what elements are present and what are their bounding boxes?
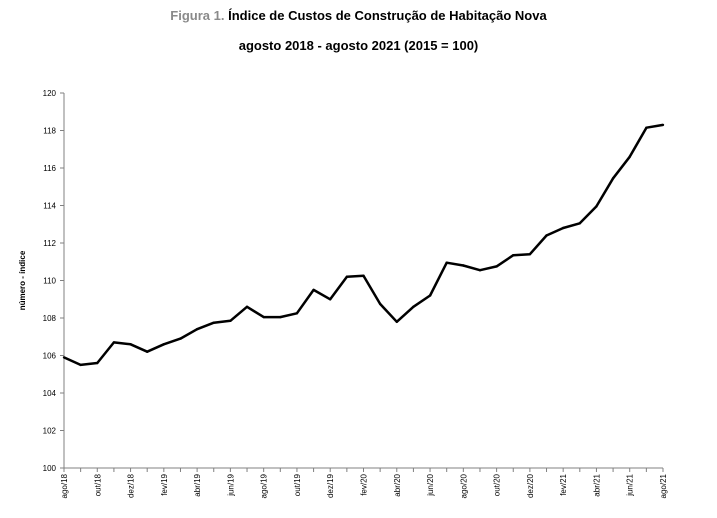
data-point — [162, 343, 165, 346]
x-tick-label: dez/19 — [326, 473, 335, 498]
x-tick-label: jun/21 — [626, 473, 635, 496]
data-point — [645, 126, 648, 129]
y-tick-label: 118 — [43, 127, 56, 136]
data-point — [445, 261, 448, 264]
data-point — [512, 254, 515, 257]
figure-label: Figura 1. — [170, 8, 225, 23]
y-tick-label: 108 — [43, 314, 57, 323]
y-tick-label: 120 — [43, 89, 57, 98]
data-point — [562, 226, 565, 230]
data-point — [362, 274, 365, 277]
data-point — [628, 155, 631, 158]
data-point — [395, 320, 398, 323]
x-axis-ticks: ago/18 out/18 dez/18 fev/19 abr/19 jun/19 ago/… — [60, 468, 668, 498]
x-tick-label: abr/20 — [393, 473, 402, 496]
data-point — [661, 123, 665, 127]
data-point — [345, 275, 349, 278]
x-tick-label: jun/19 — [226, 473, 235, 496]
data-point — [595, 205, 598, 208]
data-point — [428, 294, 432, 297]
x-tick-label: dez/20 — [526, 473, 535, 498]
data-point — [528, 253, 532, 256]
x-tick-label: abr/19 — [193, 473, 202, 496]
data-point — [129, 343, 132, 346]
data-point — [295, 312, 299, 315]
x-tick-label: fev/19 — [160, 473, 169, 495]
data-point — [62, 356, 66, 359]
y-tick-label: 100 — [43, 464, 57, 473]
data-point — [378, 302, 382, 306]
chart-subtitle: agosto 2018 - agosto 2021 (2015 = 100) — [238, 38, 479, 53]
chart-title: Índice de Custos de Construção de Habita… — [228, 8, 547, 23]
data-point — [212, 321, 215, 324]
x-tick-label: out/18 — [93, 473, 102, 496]
data-point — [96, 361, 99, 365]
x-tick-label: ago/21 — [659, 473, 668, 498]
y-tick-label: 106 — [43, 352, 57, 361]
data-point — [245, 305, 249, 308]
data-point — [495, 265, 498, 268]
y-tick-label: 114 — [43, 202, 56, 211]
data-point — [329, 298, 332, 301]
y-tick-label: 112 — [43, 239, 56, 248]
y-tick-label: 116 — [43, 164, 56, 173]
data-point — [279, 315, 282, 319]
x-tick-label: ago/18 — [60, 473, 69, 498]
x-tick-label: jun/20 — [426, 473, 435, 496]
y-tick-label: 110 — [43, 277, 56, 286]
data-point — [478, 269, 482, 272]
y-axis-ticks: 100 102 104 106 108 110 112 114 116 118 120 — [43, 89, 64, 473]
data-point — [179, 337, 182, 340]
data-point — [578, 222, 581, 225]
data-point — [462, 264, 465, 267]
x-tick-label: out/20 — [493, 473, 502, 496]
x-tick-label: ago/20 — [459, 473, 468, 498]
x-tick-label: fev/21 — [559, 473, 568, 495]
data-point — [112, 341, 116, 344]
x-tick-label: dez/18 — [127, 473, 136, 498]
data-point — [545, 234, 548, 237]
data-point — [79, 363, 82, 367]
data-point — [195, 328, 199, 331]
series-line — [63, 123, 664, 367]
x-tick-label: ago/19 — [260, 473, 269, 498]
y-axis-label: número - índice — [18, 250, 27, 310]
chart-axes — [63, 93, 663, 469]
data-point — [412, 305, 415, 308]
y-tick-label: 104 — [43, 389, 57, 398]
data-point — [229, 319, 232, 322]
series-group — [62, 123, 665, 367]
data-point — [262, 315, 265, 319]
data-point — [146, 350, 149, 353]
x-tick-label: fev/20 — [360, 473, 369, 495]
data-point — [312, 288, 315, 292]
chart-title-row: Figura 1. Índice de Custos de Construção… — [0, 8, 717, 24]
y-tick-label: 102 — [43, 427, 57, 436]
data-point — [611, 177, 615, 180]
x-tick-label: abr/21 — [592, 473, 601, 496]
x-tick-label: out/19 — [293, 473, 302, 496]
